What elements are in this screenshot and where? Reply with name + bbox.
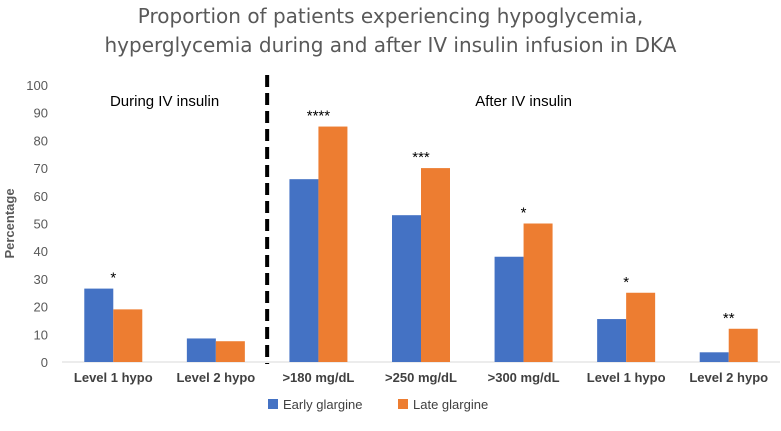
bar-early-glargine — [289, 179, 319, 362]
legend-label: Late glargine — [413, 397, 488, 412]
significance-mark: * — [110, 270, 116, 287]
bar-late-glargine — [626, 292, 656, 362]
chart-title-line-2: hyperglycemia during and after IV insuli… — [104, 33, 677, 57]
significance-mark: * — [623, 274, 629, 291]
section-label: During IV insulin — [110, 93, 219, 110]
bar-early-glargine — [84, 288, 114, 362]
x-tick-label: Level 2 hypo — [689, 370, 768, 385]
significance-mark: ** — [723, 310, 735, 327]
bar-early-glargine — [597, 319, 627, 362]
y-tick-label: 80 — [34, 133, 48, 148]
y-tick-label: 10 — [34, 327, 48, 342]
significance-mark: * — [521, 205, 527, 222]
bar-early-glargine — [186, 338, 216, 362]
y-tick-label: 90 — [34, 106, 48, 121]
y-tick-label: 20 — [34, 300, 48, 315]
bar-early-glargine — [699, 352, 729, 362]
section-label: After IV insulin — [475, 93, 572, 110]
significance-mark: **** — [307, 108, 331, 125]
bar-late-glargine — [318, 126, 348, 362]
y-axis-label: Percentage — [2, 188, 17, 258]
y-tick-label: 60 — [34, 189, 48, 204]
chart-title-line-1: Proportion of patients experiencing hypo… — [137, 4, 644, 28]
bar-late-glargine — [523, 223, 553, 362]
bar-early-glargine — [494, 256, 524, 362]
bar-late-glargine — [421, 168, 450, 362]
y-tick-label: 40 — [34, 244, 48, 259]
x-tick-label: >180 mg/dL — [282, 370, 354, 385]
y-tick-label: 100 — [26, 78, 48, 93]
bar-late-glargine — [728, 328, 758, 362]
x-tick-label: Level 1 hypo — [587, 370, 666, 385]
y-tick-label: 50 — [34, 217, 48, 232]
bar-late-glargine — [113, 309, 143, 362]
y-tick-label: 70 — [34, 161, 48, 176]
bar-early-glargine — [392, 215, 421, 362]
significance-mark: *** — [412, 149, 430, 166]
x-tick-label: Level 1 hypo — [74, 370, 153, 385]
x-tick-label: >250 mg/dL — [385, 370, 457, 385]
x-tick-label: Level 2 hypo — [176, 370, 255, 385]
y-tick-label: 0 — [41, 355, 48, 370]
x-tick-label: >300 mg/dL — [488, 370, 560, 385]
bar-late-glargine — [215, 341, 245, 362]
legend-swatch — [268, 399, 278, 409]
legend-label: Early glargine — [283, 397, 363, 412]
legend-swatch — [398, 399, 408, 409]
y-tick-label: 30 — [34, 272, 48, 287]
